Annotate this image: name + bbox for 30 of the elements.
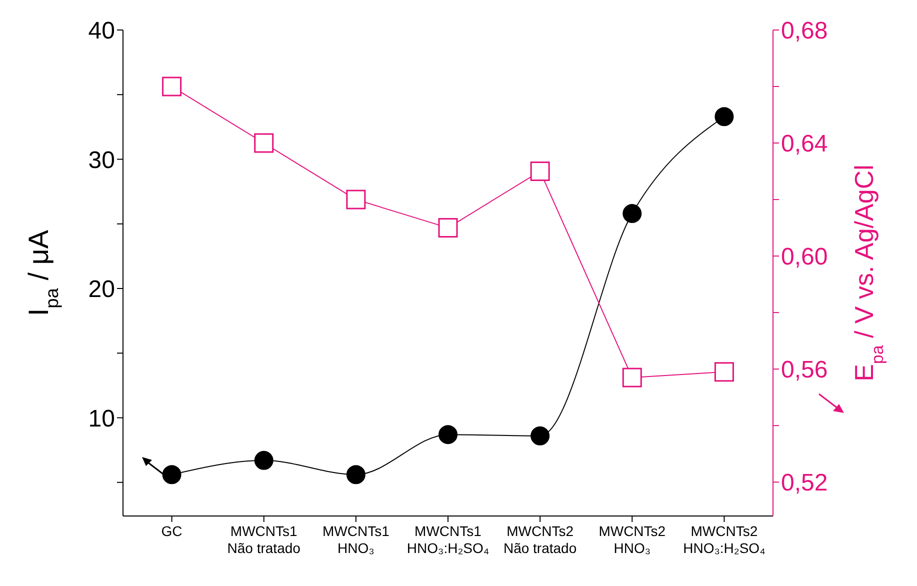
x-tick-label: GC [161, 523, 182, 539]
x-tick-label: MWCNTs1 HNO₃:H₂SO₄ [406, 523, 490, 556]
y2-tick-label: 0,68 [781, 18, 828, 45]
x-tick-label: MWCNTs2 HNO₃ [598, 523, 666, 556]
x-tick-label: MWCNTs1 HNO₃ [322, 523, 390, 556]
point [346, 190, 366, 210]
y-tick-label: 10 [88, 405, 115, 432]
x-tick-label: MWCNTs2 HNO₃:H₂SO₄ [683, 523, 766, 556]
y-tick-label: 20 [88, 276, 115, 304]
point [254, 133, 274, 153]
point [622, 204, 642, 224]
point [438, 425, 458, 444]
point [346, 465, 366, 484]
y2-tick-label: 0,64 [781, 130, 828, 158]
x-tick-label: MWCNTs2 Não tratado [503, 523, 577, 556]
y2-tick-label: 0,60 [781, 244, 828, 271]
point [622, 368, 642, 388]
y2-tick-label: 0,52 [781, 470, 828, 497]
point [714, 362, 734, 382]
y2-tick-label: 0,56 [781, 356, 828, 384]
y-tick-label: 30 [88, 146, 115, 174]
point [530, 162, 550, 182]
point [162, 465, 182, 484]
point [714, 107, 734, 126]
point [162, 76, 182, 96]
point [254, 450, 274, 470]
point [530, 426, 550, 446]
point [438, 218, 458, 238]
y-tick-label: 40 [88, 18, 115, 45]
x-tick-label: MWCNTs1 Não tratado [227, 523, 301, 556]
